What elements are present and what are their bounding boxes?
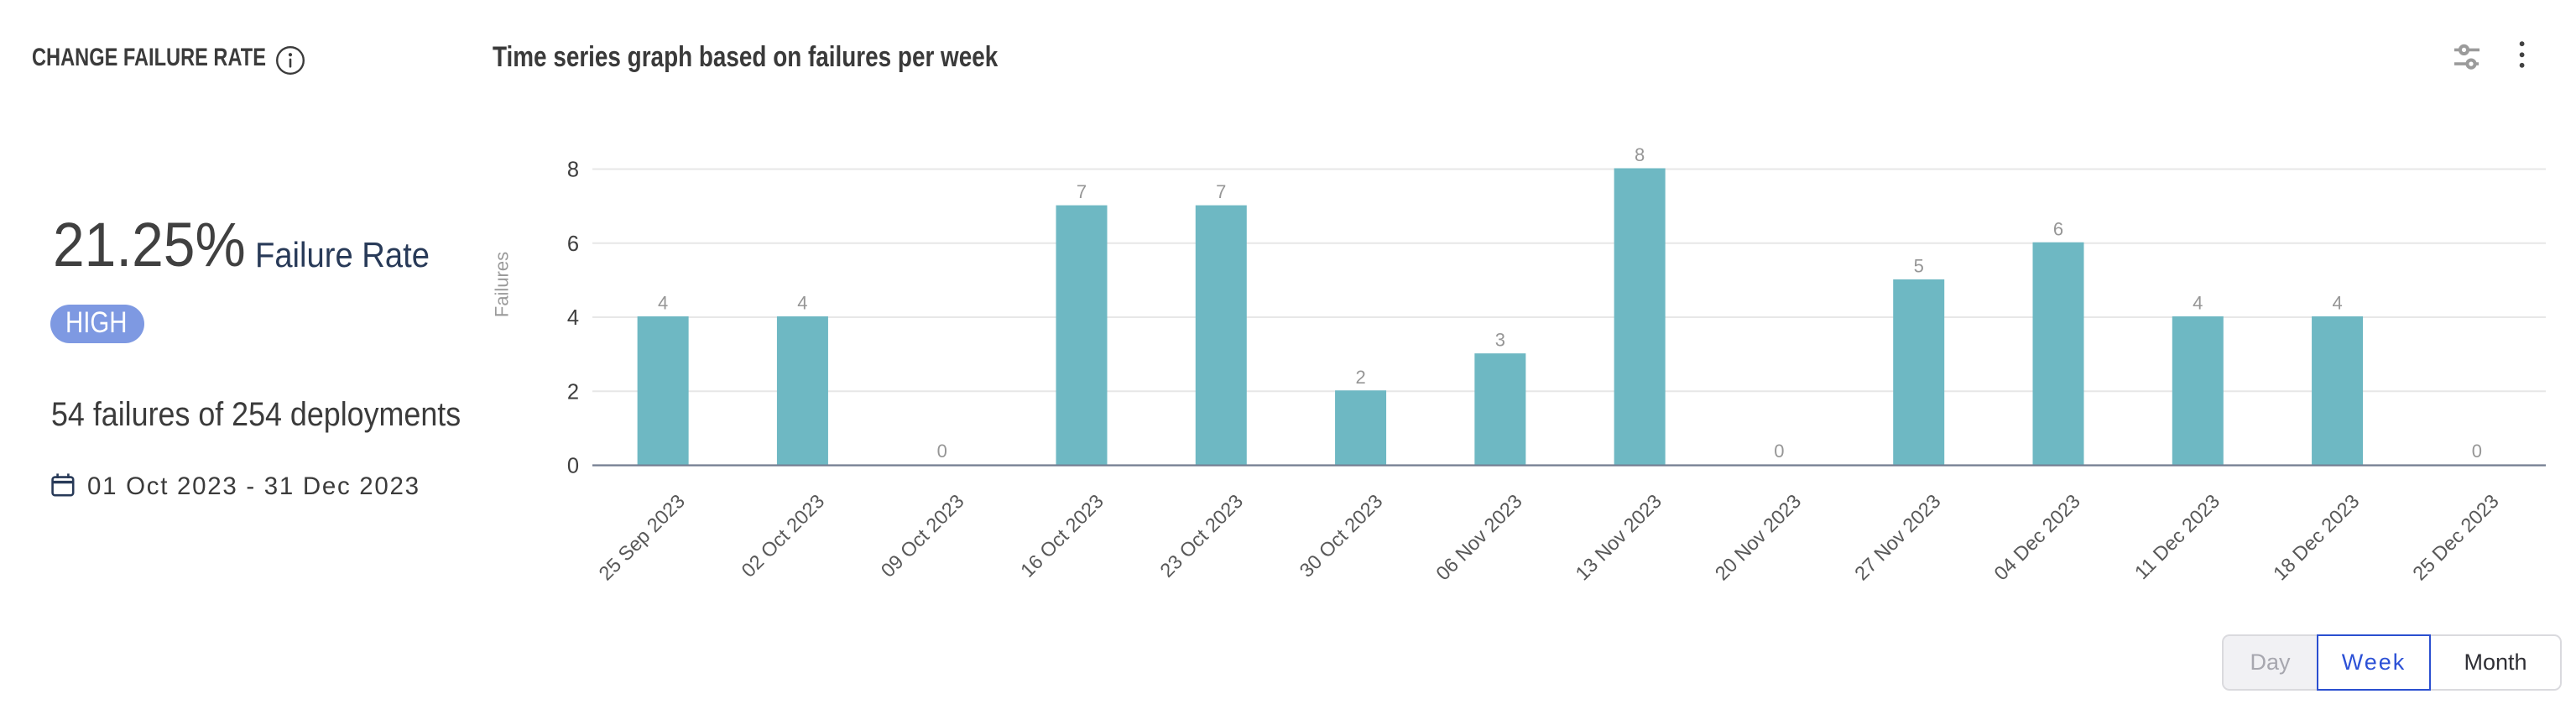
svg-text:0: 0 xyxy=(937,441,947,462)
svg-text:23 Oct 2023: 23 Oct 2023 xyxy=(1155,490,1247,582)
svg-text:0: 0 xyxy=(567,455,579,478)
svg-text:0: 0 xyxy=(1774,441,1784,462)
svg-text:2: 2 xyxy=(1355,367,1365,388)
svg-text:3: 3 xyxy=(1495,330,1505,351)
svg-text:8: 8 xyxy=(567,159,579,182)
svg-text:4: 4 xyxy=(2193,293,2203,314)
svg-text:4: 4 xyxy=(567,306,579,330)
svg-text:4: 4 xyxy=(797,293,807,314)
svg-text:11 Dec 2023: 11 Dec 2023 xyxy=(2130,490,2224,583)
svg-text:7: 7 xyxy=(1077,181,1087,202)
svg-text:4: 4 xyxy=(658,293,668,314)
svg-text:27 Nov 2023: 27 Nov 2023 xyxy=(1850,490,1945,585)
svg-text:6: 6 xyxy=(2053,218,2063,239)
svg-text:Failures: Failures xyxy=(492,252,513,317)
svg-text:30 Oct 2023: 30 Oct 2023 xyxy=(1296,490,1387,582)
svg-text:16 Oct 2023: 16 Oct 2023 xyxy=(1016,490,1108,582)
svg-text:13 Nov 2023: 13 Nov 2023 xyxy=(1572,490,1666,585)
svg-text:5: 5 xyxy=(1914,255,1924,276)
svg-text:2: 2 xyxy=(567,380,579,404)
svg-text:02 Oct 2023: 02 Oct 2023 xyxy=(738,490,829,582)
svg-text:18 Dec 2023: 18 Dec 2023 xyxy=(2269,490,2364,585)
svg-text:6: 6 xyxy=(567,232,579,256)
svg-text:20 Nov 2023: 20 Nov 2023 xyxy=(1711,490,1806,585)
svg-text:04 Dec 2023: 04 Dec 2023 xyxy=(1989,490,2084,585)
svg-text:0: 0 xyxy=(2472,441,2482,462)
svg-text:7: 7 xyxy=(1216,181,1226,202)
svg-text:4: 4 xyxy=(2332,293,2342,314)
svg-text:25 Dec 2023: 25 Dec 2023 xyxy=(2408,490,2503,585)
svg-text:09 Oct 2023: 09 Oct 2023 xyxy=(877,490,968,582)
svg-text:06 Nov 2023: 06 Nov 2023 xyxy=(1431,490,1526,585)
svg-text:25 Sep 2023: 25 Sep 2023 xyxy=(595,490,690,585)
svg-text:8: 8 xyxy=(1635,144,1645,165)
